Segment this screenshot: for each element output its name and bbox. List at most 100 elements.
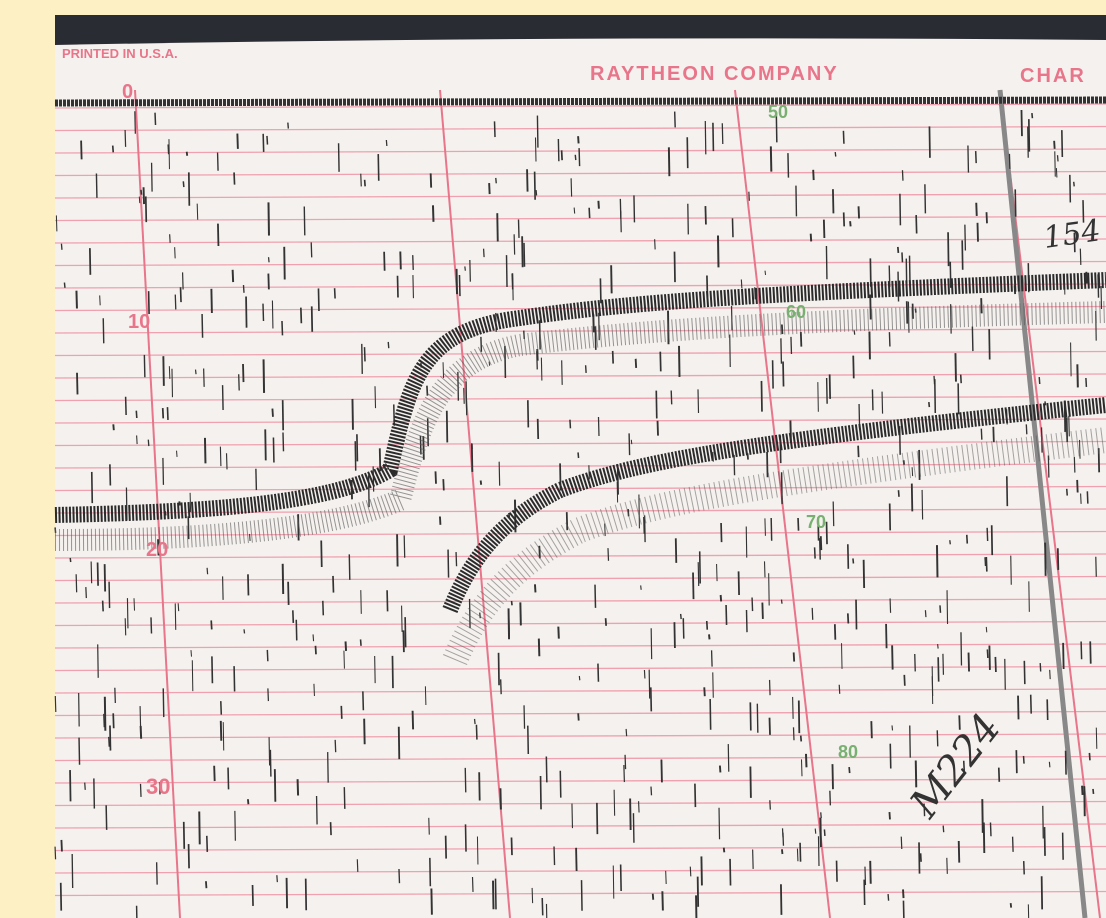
speckle [103, 318, 104, 343]
page: PRINTED IN U.S.A. RAYTHEON COMPANY CHAR … [0, 0, 1106, 918]
speckle [617, 482, 618, 503]
speckle [141, 190, 142, 195]
speckle [753, 849, 754, 868]
speckle [220, 447, 221, 467]
speckle [404, 535, 405, 557]
speckle [311, 242, 312, 257]
speckle [188, 516, 189, 539]
speckle [269, 737, 270, 765]
speckle [457, 269, 458, 294]
speckle [713, 672, 714, 697]
speckle [263, 304, 264, 321]
speckle [1024, 756, 1025, 764]
speckle [283, 564, 284, 594]
speckle [373, 466, 374, 491]
speckle [791, 337, 792, 354]
speckle [480, 613, 481, 619]
scale-left-label: 10 [128, 311, 150, 333]
speckle [687, 137, 688, 168]
speckle [1045, 543, 1046, 576]
speckle [771, 518, 772, 541]
speckle [163, 356, 164, 386]
speckle [1081, 494, 1082, 504]
speckle [871, 721, 872, 738]
speckle [79, 738, 80, 765]
speckle [1066, 751, 1067, 775]
speckle [476, 725, 477, 740]
speckle [797, 849, 798, 862]
speckle [853, 558, 854, 563]
speckle [986, 212, 987, 223]
speckle [399, 869, 400, 883]
speckle [363, 691, 364, 710]
speckle [541, 776, 542, 809]
speckle [903, 889, 904, 898]
speckle [681, 614, 682, 619]
speckle [783, 361, 784, 386]
speckle [172, 369, 173, 397]
speckle [197, 204, 198, 220]
speckle [267, 136, 268, 145]
speckle [639, 495, 640, 529]
speckle [636, 359, 637, 368]
speckle [248, 574, 249, 595]
speckle [435, 471, 436, 483]
speckle [448, 550, 449, 578]
speckle [558, 627, 559, 639]
speckle [501, 679, 502, 694]
speckle [163, 458, 164, 485]
speckle [801, 759, 802, 776]
speckle [937, 545, 938, 577]
speckle [1005, 659, 1006, 690]
speckle [137, 906, 138, 918]
speckle [237, 134, 238, 149]
speckle [1077, 364, 1078, 387]
speckle [212, 656, 213, 683]
speckle [115, 688, 116, 703]
speckle [81, 141, 82, 160]
speckle [524, 243, 525, 267]
speckle [750, 767, 751, 798]
speckle [61, 883, 62, 911]
speckle [721, 523, 722, 542]
speckle [842, 643, 843, 669]
speckle [746, 526, 747, 557]
speckle [284, 247, 285, 280]
speckle [641, 585, 642, 589]
speckle [1084, 786, 1085, 816]
speckle [473, 877, 474, 892]
speckle [676, 538, 677, 563]
speckle [92, 472, 93, 503]
speckle [323, 601, 324, 616]
speckle [270, 750, 271, 777]
speckle [446, 836, 447, 859]
speckle [712, 650, 713, 666]
speckle [830, 374, 831, 398]
speckle [413, 275, 414, 298]
speckle [538, 419, 539, 439]
speckle [903, 901, 904, 918]
speckle [528, 400, 529, 427]
speckle [872, 389, 873, 410]
speckle [916, 215, 917, 233]
speckle [500, 788, 501, 809]
speckle [864, 880, 865, 905]
speckle [187, 152, 188, 156]
speckle [578, 452, 579, 458]
speckle [1049, 762, 1050, 768]
speckle [925, 184, 926, 213]
speckle [856, 600, 857, 630]
speckle [277, 875, 278, 882]
speckle [386, 140, 387, 146]
speckle [207, 836, 208, 852]
speckle [91, 561, 92, 583]
speckle [593, 314, 594, 332]
speckle [466, 381, 467, 415]
transmit-band [55, 100, 1106, 103]
speckle [253, 885, 254, 906]
speckle [848, 613, 849, 623]
speckle [496, 879, 497, 910]
speckle [981, 298, 982, 313]
speckle [713, 123, 714, 151]
speckle [781, 338, 782, 363]
